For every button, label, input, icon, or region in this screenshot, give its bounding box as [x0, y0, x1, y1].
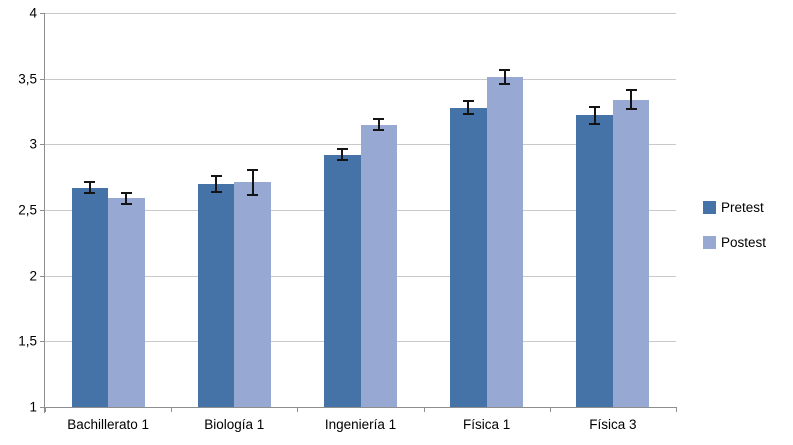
error-bar: [210, 174, 222, 193]
y-axis-label: 2,5: [18, 202, 37, 218]
x-tick-mark: [676, 407, 677, 412]
legend-swatch-icon: [703, 200, 716, 214]
error-bar-line: [503, 69, 506, 86]
error-bar-cap: [462, 113, 474, 116]
error-bar-cap: [247, 169, 259, 172]
bar-pretest-4: [450, 107, 487, 407]
error-bar-cap: [499, 69, 511, 72]
x-axis-label-2: Biología 1: [204, 417, 265, 432]
legend-item-pretest: Pretest: [703, 199, 766, 215]
legend: Pretest Postest: [703, 199, 766, 269]
bar-pretest-3: [324, 154, 361, 407]
bar-postest-3: [360, 124, 397, 407]
error-bar-cap: [336, 148, 348, 151]
y-tick-mark: [40, 275, 45, 277]
error-bar: [120, 191, 132, 205]
bar-pretest-5: [576, 115, 613, 407]
bar-postest-2: [234, 182, 271, 407]
x-axis-label-1: Bachillerato 1: [67, 417, 149, 432]
x-axis-label-3: Ingeniería 1: [324, 417, 397, 432]
x-axis-label-4: Física 1: [463, 417, 511, 432]
error-bar-cap: [589, 122, 601, 125]
gridline: [45, 78, 676, 80]
legend-label: Postest: [721, 234, 767, 250]
error-bar-line: [125, 191, 128, 205]
error-bar-cap: [210, 174, 222, 177]
y-axis-label: 2: [29, 268, 37, 284]
y-tick-mark: [40, 341, 45, 343]
legend-swatch-icon: [703, 235, 716, 249]
y-tick-mark: [40, 13, 45, 14]
x-tick-mark: [297, 407, 299, 412]
bar-pretest-2: [197, 183, 235, 407]
error-bar: [84, 181, 96, 195]
y-axis-label: 3: [29, 136, 37, 152]
error-bar-cap: [462, 99, 474, 102]
bar-pretest-1: [71, 187, 109, 407]
error-bar-cap: [120, 191, 132, 194]
gridline: [45, 13, 676, 14]
error-bar-cap: [499, 83, 511, 86]
error-bar: [625, 89, 637, 111]
error-bar-line: [593, 106, 596, 125]
error-bar-line: [341, 148, 344, 162]
error-bar-line: [251, 169, 254, 196]
y-tick-mark: [40, 144, 45, 146]
bar-postest-5: [612, 99, 650, 407]
error-bar-cap: [625, 89, 637, 92]
y-tick-mark: [40, 78, 45, 80]
error-bar-cap: [589, 106, 601, 109]
y-tick-mark: [40, 210, 45, 211]
error-bar: [499, 69, 511, 86]
error-bar: [247, 169, 259, 196]
y-axis-label: 1: [29, 399, 37, 415]
error-bar-cap: [373, 129, 385, 132]
bar-postest-1: [108, 198, 145, 407]
error-bar: [373, 118, 385, 132]
x-tick-mark: [549, 407, 551, 412]
error-bar-line: [88, 181, 91, 195]
error-bar-cap: [210, 190, 222, 193]
error-bar-line: [377, 118, 380, 132]
error-bar: [462, 99, 474, 116]
x-axis-label-5: Física 3: [589, 417, 637, 432]
legend-label: Pretest: [721, 199, 764, 215]
error-bar: [589, 106, 601, 125]
error-bar: [336, 148, 348, 162]
error-bar-line: [630, 89, 633, 111]
error-bar-cap: [373, 118, 385, 121]
error-bar-line: [467, 99, 470, 116]
error-bar-cap: [336, 159, 348, 162]
y-axis-label: 3,5: [18, 71, 37, 87]
x-tick-mark: [423, 407, 425, 412]
error-bar-cap: [84, 181, 96, 184]
x-tick-mark: [171, 407, 173, 412]
y-axis-line: [44, 13, 45, 413]
error-bar-cap: [84, 192, 96, 195]
y-axis-label: 1,5: [18, 333, 37, 349]
error-bar-line: [215, 174, 218, 193]
error-bar-cap: [120, 202, 132, 205]
y-tick-mark: [40, 407, 45, 408]
error-bar-cap: [247, 193, 259, 196]
legend-item-postest: Postest: [703, 234, 766, 250]
y-axis-label: 4: [29, 5, 37, 21]
x-axis-line: [44, 407, 676, 408]
error-bar-cap: [625, 108, 637, 111]
bar-postest-4: [486, 77, 524, 407]
x-tick-mark: [45, 407, 46, 412]
